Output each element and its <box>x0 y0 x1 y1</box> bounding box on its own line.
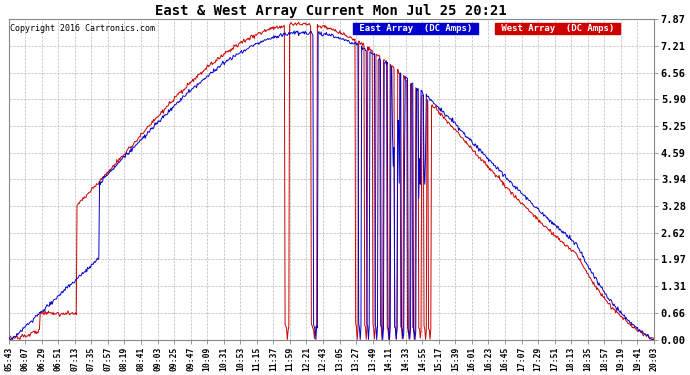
Text: East Array  (DC Amps): East Array (DC Amps) <box>354 24 477 33</box>
Text: West Array  (DC Amps): West Array (DC Amps) <box>496 24 620 33</box>
Text: Copyright 2016 Cartronics.com: Copyright 2016 Cartronics.com <box>10 24 155 33</box>
Title: East & West Array Current Mon Jul 25 20:21: East & West Array Current Mon Jul 25 20:… <box>155 4 507 18</box>
